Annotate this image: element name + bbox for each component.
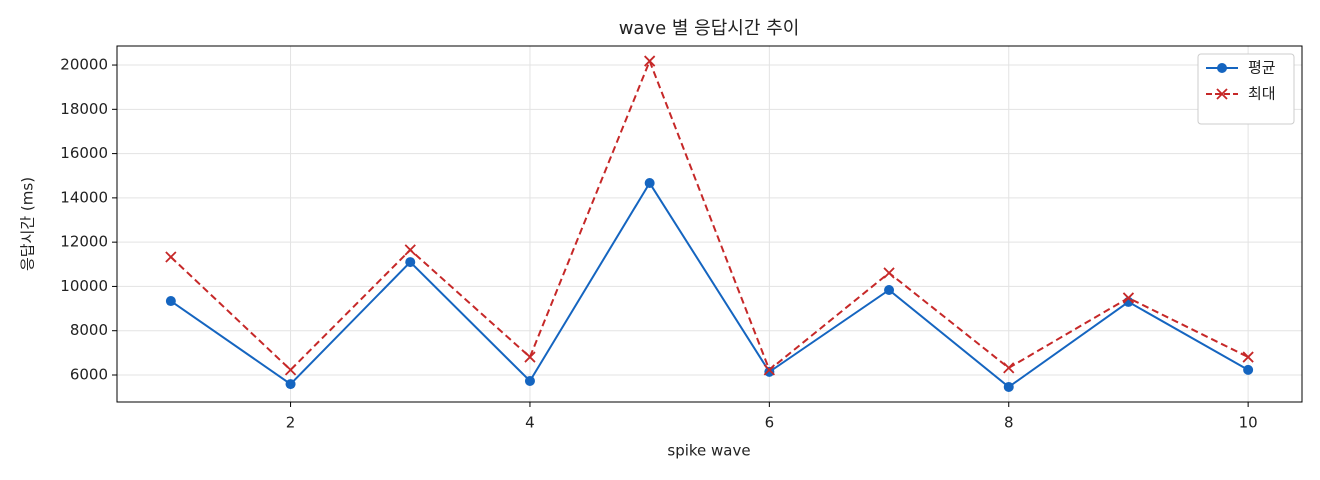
y-tick-label: 14000 [60, 188, 108, 206]
marker [1122, 292, 1135, 304]
y-tick-label: 8000 [70, 321, 108, 339]
marker [524, 351, 536, 363]
y-tick-label: 10000 [60, 277, 108, 295]
marker [644, 178, 655, 189]
marker [644, 55, 656, 67]
legend-label: 최대 [1248, 85, 1276, 103]
marker [524, 375, 535, 386]
marker [405, 257, 416, 268]
legend-marker [1216, 88, 1228, 100]
x-axis-label: spike wave [667, 442, 750, 460]
series-line [170, 58, 1249, 372]
x-tick-label: 2 [286, 414, 296, 432]
marker [1242, 351, 1254, 363]
x-tick-label: 4 [525, 414, 535, 432]
y-tick-label: 6000 [70, 365, 108, 383]
marker [763, 364, 775, 376]
y-axis-label: 응답시간 (ms) [19, 177, 37, 271]
x-tick-label: 8 [1004, 414, 1014, 432]
marker [165, 251, 177, 263]
legend-box [1197, 53, 1295, 125]
y-tick-label: 18000 [60, 100, 108, 118]
x-tick-label: 6 [765, 414, 775, 432]
marker [284, 364, 297, 376]
marker [1243, 364, 1254, 375]
y-tick-label: 12000 [60, 233, 108, 251]
legend-label: 평균 [1248, 59, 1276, 77]
marker [1003, 362, 1015, 374]
marker [883, 267, 895, 279]
series-line [170, 181, 1249, 389]
y-tick-label: 20000 [60, 56, 108, 74]
marker [285, 379, 296, 390]
chart-title: wave 별 응답시간 추이 [619, 18, 800, 39]
plot-frame [116, 45, 1303, 403]
marker [1003, 381, 1014, 392]
marker [764, 366, 775, 377]
marker [404, 244, 416, 256]
y-tick-label: 16000 [60, 144, 108, 162]
x-tick-label: 10 [1239, 414, 1258, 432]
marker [884, 284, 895, 295]
marker [165, 296, 176, 307]
legend-marker [1217, 63, 1227, 73]
